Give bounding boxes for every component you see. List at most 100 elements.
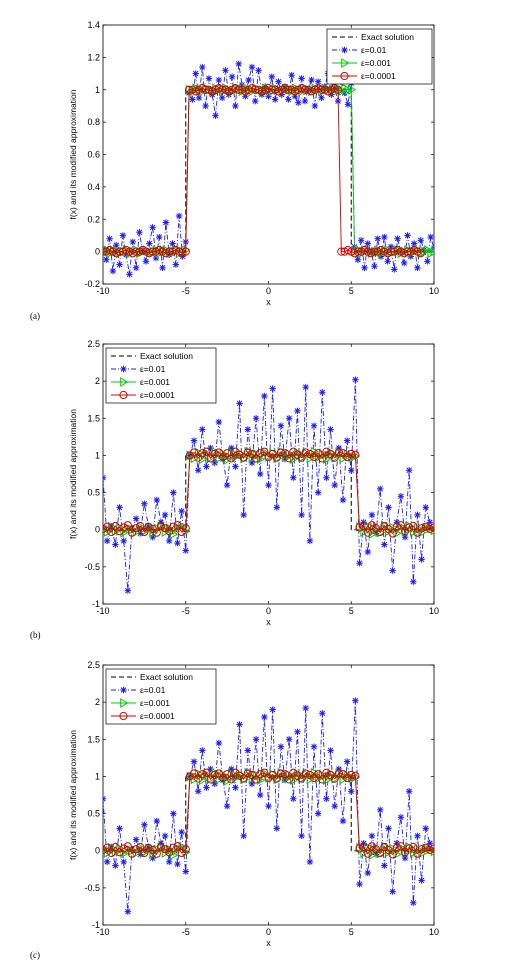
series-eps-0.01-point: [141, 500, 148, 507]
chart-panel-0: -10 -5 0 5 10 -0.2 0 0.2 0.4 0.6 0.8 1 1.2 1.4 x f(x) a…: [30, 20, 439, 321]
series-eps-0.01-point: [142, 258, 150, 265]
series-eps-0.01-point: [410, 240, 418, 247]
y-tick-label: 2.5: [87, 660, 100, 670]
series-eps-0.01-point: [424, 258, 431, 265]
star-stroke: [236, 400, 243, 407]
star-stroke: [275, 78, 282, 85]
y-tick-label: 0.4: [87, 182, 100, 192]
series-eps-0.0001-point: [276, 448, 286, 457]
star-stroke: [286, 736, 292, 743]
star-stroke: [384, 258, 391, 265]
legend-entry-label: ε=0.0001: [140, 390, 175, 400]
series-eps-0.01-point: [405, 788, 413, 795]
star-stroke: [108, 844, 115, 850]
star-stroke: [411, 240, 417, 247]
y-tick-label: 0.5: [87, 488, 100, 498]
series-eps-0.001-point: [393, 849, 402, 860]
series-eps-0.01-point: [319, 710, 326, 717]
legend-entry-label: ε=0.01: [140, 364, 166, 374]
series-eps-0.01-point: [344, 101, 352, 108]
series-eps-0.01-point: [211, 780, 218, 788]
star-stroke: [120, 859, 127, 865]
star-stroke: [173, 261, 179, 268]
series-eps-0.01-point: [136, 229, 143, 236]
series-eps-0.01-point: [364, 869, 371, 877]
series-eps-0.01-point: [418, 556, 425, 563]
series-eps-0.0001-point: [363, 528, 372, 537]
series-eps-0.0001-point: [173, 842, 182, 851]
series-eps-0.0001-point: [289, 768, 298, 777]
plot-data: [103, 376, 434, 594]
star-stroke: [206, 75, 212, 82]
series-eps-0.0001-point: [185, 772, 194, 781]
series-eps-0.0001-point: [289, 447, 298, 456]
series-eps-0.01-point: [339, 817, 347, 825]
star-stroke: [216, 740, 222, 746]
series-eps-0.01-point: [290, 474, 297, 481]
series-eps-0.01-point: [343, 437, 351, 444]
series-eps-0.0001-point: [351, 450, 360, 459]
star-stroke: [352, 376, 359, 383]
series-eps-0.0001-point: [355, 844, 364, 853]
series-eps-0.0001-point: [260, 447, 269, 456]
series-eps-0.0001-point: [202, 768, 211, 777]
series-eps-0.0001-point: [136, 521, 145, 531]
star-stroke: [120, 232, 126, 239]
star-stroke: [355, 256, 361, 263]
y-tick-label: 2: [95, 697, 100, 707]
star-stroke: [203, 463, 210, 470]
series-eps-0.01-point: [314, 78, 322, 85]
series-eps-0.0001-point: [239, 774, 248, 783]
star-stroke: [192, 70, 199, 77]
series-eps-0.01-point: [203, 463, 210, 470]
legend-entry-label: ε=0.001: [140, 377, 170, 387]
series-eps-0.0001-point: [169, 843, 178, 852]
star-stroke: [103, 798, 106, 802]
series-eps-0.01-point: [170, 489, 177, 496]
series-eps-0.01-point: [285, 96, 292, 103]
star-stroke: [404, 232, 411, 239]
star-stroke: [315, 810, 321, 817]
series-eps-0.0001-point: [119, 844, 128, 853]
series-eps-0.0001-point: [264, 452, 273, 462]
star-stroke: [182, 547, 189, 554]
series-eps-0.01-point: [348, 788, 355, 795]
series-eps-0.0001-point: [343, 773, 352, 783]
series-eps-0.0001-point: [363, 849, 372, 858]
series-eps-0.0001-point: [123, 521, 132, 530]
x-tick-label: -10: [96, 286, 109, 296]
star-stroke: [272, 96, 278, 103]
series-eps-0.01-point: [190, 758, 198, 765]
star-stroke: [133, 836, 139, 843]
series-eps-0.01-point: [235, 60, 242, 68]
star-stroke: [323, 795, 330, 802]
star-stroke: [166, 538, 172, 544]
star-stroke: [323, 474, 330, 481]
series-eps-0.0001-point: [297, 774, 306, 783]
series-eps-0.0001-point: [347, 449, 356, 459]
series-eps-0.01-point: [265, 802, 272, 810]
series-eps-0.01-point: [166, 858, 173, 866]
star-stroke: [369, 833, 375, 839]
series-eps-0.01-point: [417, 237, 424, 244]
series-eps-0.0001-point: [144, 843, 153, 852]
star-stroke: [229, 74, 235, 80]
x-tick-label: 0: [266, 606, 271, 616]
series-eps-0.0001-point: [132, 524, 141, 533]
star-stroke: [145, 523, 152, 529]
series-eps-0.0001-point: [243, 769, 252, 778]
series-eps-0.001-point: [136, 842, 146, 853]
series-eps-0.01-point: [298, 511, 305, 519]
series-eps-0.01-point: [277, 422, 285, 429]
series-eps-0.0001-point: [425, 524, 434, 534]
star-stroke: [298, 75, 305, 82]
star-stroke: [402, 534, 408, 540]
series-eps-0.0001-point: [160, 845, 170, 854]
series-eps-0.001-point: [290, 775, 299, 786]
series-eps-0.001-point: [136, 521, 146, 532]
series-eps-0.0001-point: [359, 842, 368, 852]
series-eps-0.01-point: [194, 788, 202, 795]
series-eps-0.01-point: [245, 76, 252, 84]
y-tick-label: 0.6: [87, 150, 100, 160]
series-eps-0.0001-point: [384, 845, 393, 855]
